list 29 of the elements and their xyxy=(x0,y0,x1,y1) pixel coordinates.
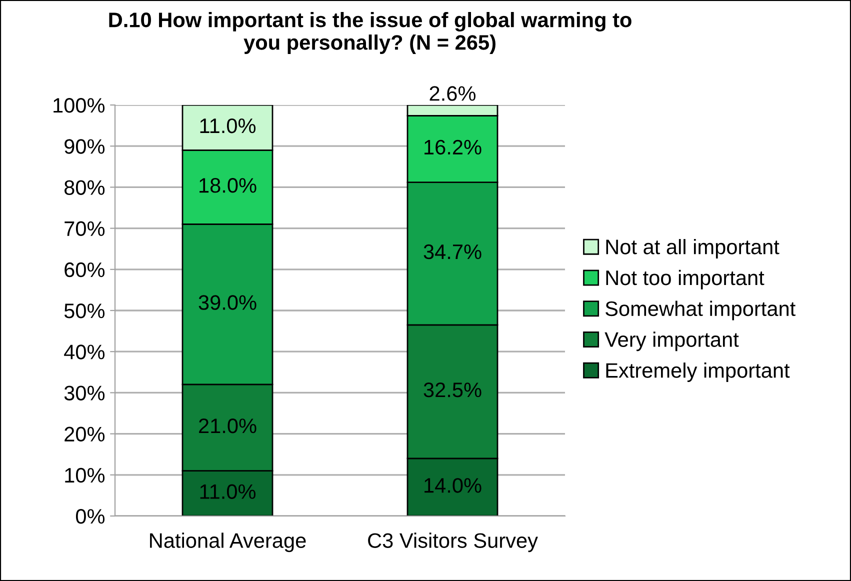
data-label: 18.0% xyxy=(200,178,256,193)
data-label: 11.0% xyxy=(200,118,256,134)
data-label: 11.0% xyxy=(200,484,256,499)
y-tick-label: 80% xyxy=(64,180,105,195)
y-tick-label: 30% xyxy=(64,386,105,400)
legend-label: Somewhat important xyxy=(606,300,796,320)
x-tick-label: C3 Visitors Survey xyxy=(368,532,538,552)
y-tick-label: 50% xyxy=(64,304,105,318)
y-tick-label: 40% xyxy=(64,344,105,360)
legend-label: Not at all important xyxy=(606,239,780,258)
y-tick-label: 20% xyxy=(64,426,105,442)
y-tick-label: 70% xyxy=(64,221,105,236)
legend-label: Very important xyxy=(604,332,739,352)
data-label: 32.5% xyxy=(424,382,482,398)
legend-label: Not too important xyxy=(606,270,764,290)
x-tick-label: National Average xyxy=(150,532,306,552)
data-label: 2.6% xyxy=(430,86,476,101)
chart-title: D.10 How important is the issue of global warming to you personally? (N = 265) xyxy=(109,12,632,54)
data-label: 16.2% xyxy=(424,140,482,155)
data-label: 14.0% xyxy=(424,478,482,493)
y-tick-label: 0% xyxy=(76,509,105,524)
y-tick-label: 10% xyxy=(65,468,105,483)
y-tick-label: 90% xyxy=(64,139,105,154)
data-label: 34.7% xyxy=(424,244,482,260)
data-label: 39.0% xyxy=(198,295,256,310)
y-tick-label: 100% xyxy=(54,98,105,113)
data-label: 21.0% xyxy=(199,418,256,434)
legend-label: Extremely important xyxy=(606,362,790,382)
y-tick-label: 60% xyxy=(64,262,105,278)
